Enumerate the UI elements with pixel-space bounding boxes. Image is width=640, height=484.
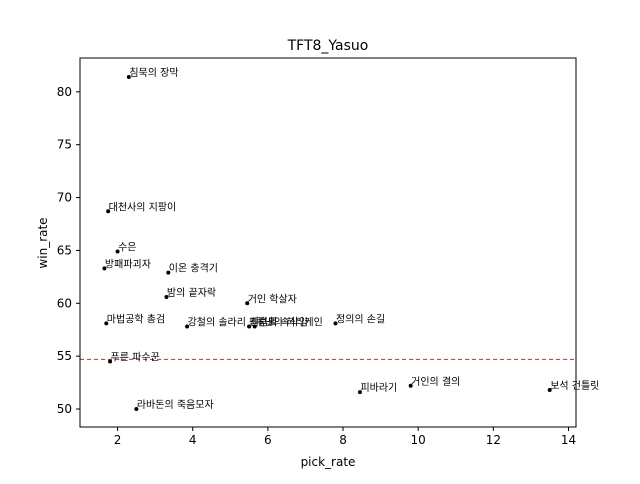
plot-frame bbox=[79, 57, 577, 428]
data-point bbox=[134, 407, 139, 412]
point-label: 최후의 속삭임 bbox=[250, 316, 308, 329]
y-tick-label: 60 bbox=[57, 296, 72, 310]
y-tick-label: 75 bbox=[57, 138, 72, 152]
data-point bbox=[357, 390, 362, 395]
point-label: 마법공학 총검 bbox=[107, 313, 165, 325]
data-point bbox=[245, 301, 250, 306]
point-label: 보석 건틀릿 bbox=[550, 380, 599, 392]
data-point bbox=[547, 387, 552, 392]
y-tick-label: 70 bbox=[57, 191, 72, 205]
data-point bbox=[104, 321, 109, 326]
x-tick-label: 2 bbox=[114, 433, 122, 447]
data-point bbox=[252, 324, 257, 329]
data-point bbox=[185, 324, 190, 329]
data-point bbox=[102, 266, 107, 271]
y-tick-label: 55 bbox=[57, 349, 72, 363]
point-label: 방패파괴자 bbox=[105, 258, 151, 270]
y-tick-label: 80 bbox=[57, 85, 72, 99]
point-label: 거인의 결의 bbox=[411, 376, 460, 388]
data-point bbox=[166, 270, 171, 275]
point-label: 라바돈의 죽음모자 bbox=[137, 399, 214, 411]
chart-title: TFT8_Yasuo bbox=[287, 38, 369, 54]
point-label: 침묵의 장막 bbox=[129, 67, 178, 79]
data-point bbox=[106, 209, 111, 214]
x-axis-label: pick_rate bbox=[301, 455, 356, 469]
data-point bbox=[108, 359, 113, 364]
point-label: 이온 충격기 bbox=[169, 262, 218, 275]
data-point bbox=[126, 75, 131, 80]
data-point bbox=[164, 294, 169, 299]
point-label: 정의의 손길 bbox=[336, 312, 385, 325]
point-label: 거인 학살자 bbox=[248, 293, 297, 305]
y-tick-label: 50 bbox=[57, 402, 72, 416]
y-axis-label: win_rate bbox=[36, 217, 50, 268]
data-point bbox=[247, 324, 252, 329]
y-tick-label: 65 bbox=[57, 243, 72, 257]
point-label: 피바라기 bbox=[360, 382, 397, 394]
point-label: 푸른 파수꾼 bbox=[111, 351, 160, 363]
x-tick-label: 14 bbox=[561, 433, 576, 447]
data-point bbox=[408, 383, 413, 388]
data-point bbox=[115, 249, 120, 254]
x-tick-label: 8 bbox=[339, 433, 347, 447]
x-tick-label: 6 bbox=[264, 433, 272, 447]
data-point bbox=[333, 321, 338, 326]
point-label: 대천사의 지팡이 bbox=[109, 201, 177, 213]
x-tick-label: 4 bbox=[189, 433, 197, 447]
x-tick-label: 10 bbox=[411, 433, 426, 447]
x-tick-label: 12 bbox=[486, 433, 501, 447]
point-label: 루난의 허리케인 bbox=[255, 317, 323, 329]
point-label: 밤의 끝자락 bbox=[167, 287, 216, 299]
point-label: 수은 bbox=[118, 241, 136, 253]
